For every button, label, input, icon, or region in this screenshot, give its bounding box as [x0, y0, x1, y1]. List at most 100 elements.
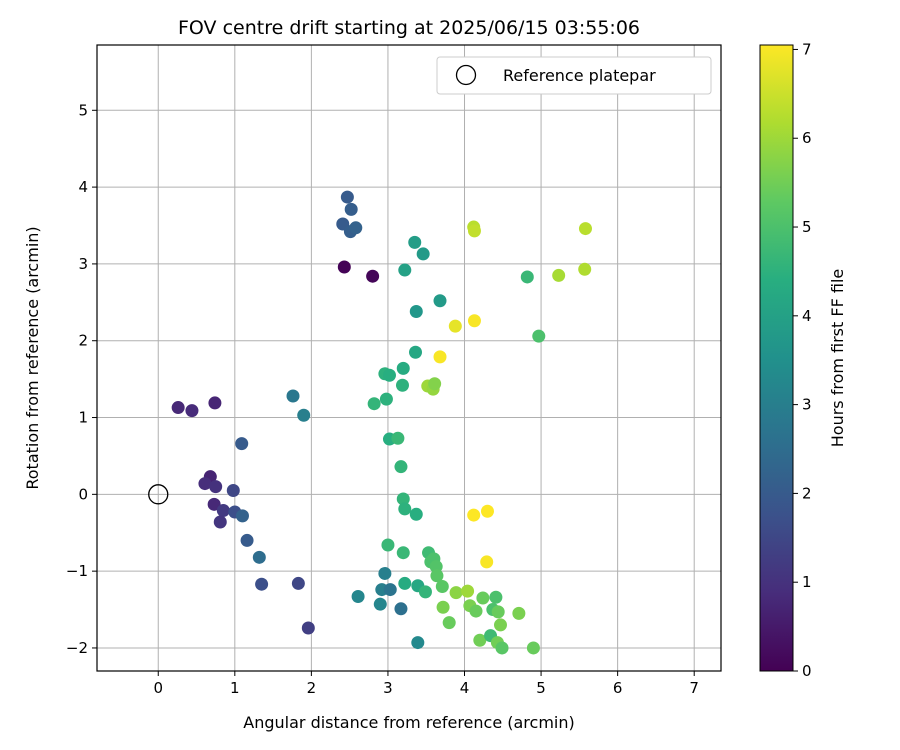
data-point: [235, 509, 249, 523]
y-tick-label: −1: [66, 562, 88, 580]
data-point: [418, 585, 432, 599]
data-point: [226, 483, 240, 497]
data-point: [467, 508, 481, 522]
x-tick-label: 3: [383, 679, 393, 697]
x-tick-label: 4: [460, 679, 470, 697]
data-point: [433, 294, 447, 308]
x-tick-label: 5: [536, 679, 546, 697]
data-point: [394, 602, 408, 616]
x-tick-label: 2: [307, 679, 317, 697]
x-tick-label: 0: [153, 679, 163, 697]
data-point: [240, 533, 254, 547]
data-point: [301, 621, 315, 635]
data-point: [286, 389, 300, 403]
data-point: [480, 504, 494, 518]
data-point: [552, 268, 566, 282]
data-point: [409, 507, 423, 521]
legend-box: [436, 56, 712, 95]
legend: Reference platepar: [436, 56, 712, 95]
data-point: [416, 247, 430, 261]
data-point: [467, 224, 481, 238]
colorbar-tick-label: 7: [802, 40, 812, 58]
y-tick-label: 4: [78, 178, 88, 196]
data-point: [395, 378, 409, 392]
colorbar-ticks: 0 1 2 3 4 5 6 7: [793, 40, 812, 680]
data-point: [378, 566, 392, 580]
data-point: [467, 314, 481, 328]
data-point: [398, 263, 412, 277]
data-point: [185, 404, 199, 418]
colorbar-tick-label: 4: [802, 307, 812, 325]
data-point: [381, 538, 395, 552]
data-point: [449, 586, 463, 600]
data-point: [493, 618, 507, 632]
data-point: [351, 589, 365, 603]
data-point: [398, 502, 412, 516]
x-axis-ticks: 0 1 2 3 4 5 6 7: [153, 671, 699, 697]
data-point: [255, 577, 269, 591]
data-point: [520, 270, 534, 284]
colorbar-tick-label: 5: [802, 218, 812, 236]
data-point: [433, 350, 447, 364]
x-axis-label: Angular distance from reference (arcmin): [243, 713, 574, 732]
x-tick-label: 6: [613, 679, 623, 697]
data-point: [396, 361, 410, 375]
legend-label: Reference platepar: [503, 66, 656, 85]
data-point: [411, 636, 425, 650]
y-tick-label: −2: [66, 639, 88, 657]
colorbar-tick-label: 6: [802, 129, 812, 147]
y-tick-label: 5: [78, 101, 88, 119]
data-point: [349, 221, 363, 235]
colorbar-tick-label: 1: [802, 573, 812, 591]
data-point: [367, 397, 381, 411]
colorbar-label: Hours from first FF file: [828, 269, 847, 448]
data-point: [476, 591, 490, 605]
data-point: [198, 477, 212, 491]
data-point: [391, 431, 405, 445]
data-point: [398, 576, 412, 590]
data-point: [489, 590, 503, 604]
y-axis-ticks: −2 −1 0 1 2 3 4 5: [66, 101, 97, 657]
data-point: [473, 633, 487, 647]
data-point: [578, 222, 592, 236]
colorbar-tick-label: 0: [802, 662, 812, 680]
data-point: [208, 396, 222, 410]
x-tick-label: 1: [230, 679, 240, 697]
chart-title: FOV centre drift starting at 2025/06/15 …: [178, 17, 640, 39]
data-point: [435, 580, 449, 594]
data-point: [532, 329, 546, 343]
data-point: [480, 555, 494, 569]
data-point: [209, 480, 223, 494]
data-point: [408, 235, 422, 249]
legend-marker: [455, 64, 477, 86]
colorbar-tick-label: 3: [802, 396, 812, 414]
data-point: [235, 437, 249, 451]
data-point: [409, 305, 423, 319]
data-point: [373, 597, 387, 611]
data-point: [207, 497, 221, 511]
data-point: [383, 583, 397, 597]
data-point: [491, 605, 505, 619]
data-point: [469, 604, 483, 618]
data-point: [291, 576, 305, 590]
data-point: [379, 392, 393, 406]
data-point: [394, 460, 408, 474]
data-point: [578, 262, 592, 276]
data-point: [512, 606, 526, 620]
data-point: [436, 600, 450, 614]
data-point: [396, 492, 410, 506]
data-point: [495, 641, 509, 655]
colorbar: 0 1 2 3 4 5 6 7 Hours from first FF file: [759, 40, 847, 680]
data-point: [366, 269, 380, 283]
data-point: [252, 550, 266, 564]
colorbar-gradient: [759, 44, 794, 672]
data-point: [340, 190, 354, 204]
colorbar-tick-label: 2: [802, 484, 812, 502]
y-tick-label: 0: [78, 485, 88, 503]
y-tick-label: 3: [78, 255, 88, 273]
data-point: [396, 546, 410, 560]
plot-frame: [96, 44, 722, 672]
data-point: [448, 319, 462, 333]
data-point: [409, 345, 423, 359]
